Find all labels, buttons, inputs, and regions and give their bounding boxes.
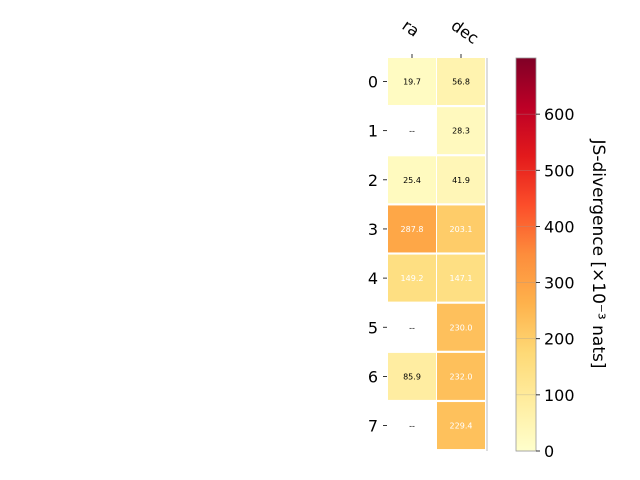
heatmap-cell — [437, 352, 485, 400]
cell-value-label: -- — [409, 127, 415, 136]
row-label-4: 4 — [368, 269, 378, 288]
cell-value-label: 41.9 — [452, 176, 470, 185]
colorbar-ticks: 0 100 200 300 400 500 600 — [516, 105, 575, 461]
row-label-7: 7 — [368, 417, 378, 436]
row-label-0: 0 — [368, 73, 378, 92]
heatmap-cell — [388, 156, 436, 204]
colorbar-tick-label: 400 — [544, 217, 575, 236]
heatmap-cell — [388, 254, 436, 302]
heatmap-cell — [437, 402, 485, 450]
heatmap-cell — [437, 254, 485, 302]
cell-value-label: 229.4 — [450, 422, 473, 431]
heatmap-cell — [388, 205, 436, 253]
colorbar-tick-label: 200 — [544, 330, 575, 349]
cell-value-label: 230.0 — [450, 323, 473, 332]
cell-value-label: 232.0 — [450, 372, 473, 381]
heatmap-cell — [388, 352, 436, 400]
cell-value-label: 28.3 — [452, 127, 470, 136]
colorbar-tick-label: 600 — [544, 105, 575, 124]
cell-value-label: 149.2 — [401, 274, 424, 283]
heatmap-cell — [437, 107, 485, 155]
colorbar-tick-label: 0 — [544, 442, 554, 461]
heatmap-cell — [437, 58, 485, 105]
row-labels: 0 1 2 3 4 5 6 7 — [368, 73, 387, 436]
column-label-ra: ra — [399, 16, 423, 41]
cell-value-label: 56.8 — [452, 78, 470, 87]
cell-value-label: 85.9 — [403, 372, 421, 381]
cell-value-label: 147.1 — [450, 274, 473, 283]
cell-value-label: 19.7 — [403, 78, 421, 87]
heatmap-cell — [437, 156, 485, 204]
heatmap-cell — [437, 303, 485, 351]
colorbar-tick-label: 300 — [544, 274, 575, 293]
heatmap-cells: 19.7 56.8 -- 28.3 25.4 41.9 287.8 203.1 149.2 147… — [388, 58, 485, 450]
colorbar-tick-label: 100 — [544, 386, 575, 405]
cell-value-label: 25.4 — [403, 176, 421, 185]
cell-value-label: 203.1 — [450, 225, 473, 234]
row-label-1: 1 — [368, 122, 378, 141]
cell-value-label: -- — [409, 422, 415, 431]
cell-value-label: -- — [409, 323, 415, 332]
colorbar-tick-label: 500 — [544, 161, 575, 180]
row-label-5: 5 — [368, 318, 378, 337]
row-label-6: 6 — [368, 367, 378, 386]
column-label-dec: dec — [448, 16, 482, 48]
heatmap-cell — [388, 58, 436, 105]
row-label-2: 2 — [368, 171, 378, 190]
column-labels: ra dec — [399, 16, 482, 58]
heatmap-cell — [437, 205, 485, 253]
row-label-3: 3 — [368, 220, 378, 239]
colorbar: 0 100 200 300 400 500 600 JS-divergence [×10⁻³… — [515, 57, 608, 461]
colorbar-gradient — [515, 57, 537, 452]
colorbar-label: JS-divergence [×10⁻³ nats] — [588, 139, 608, 369]
cell-value-label: 287.8 — [401, 225, 424, 234]
